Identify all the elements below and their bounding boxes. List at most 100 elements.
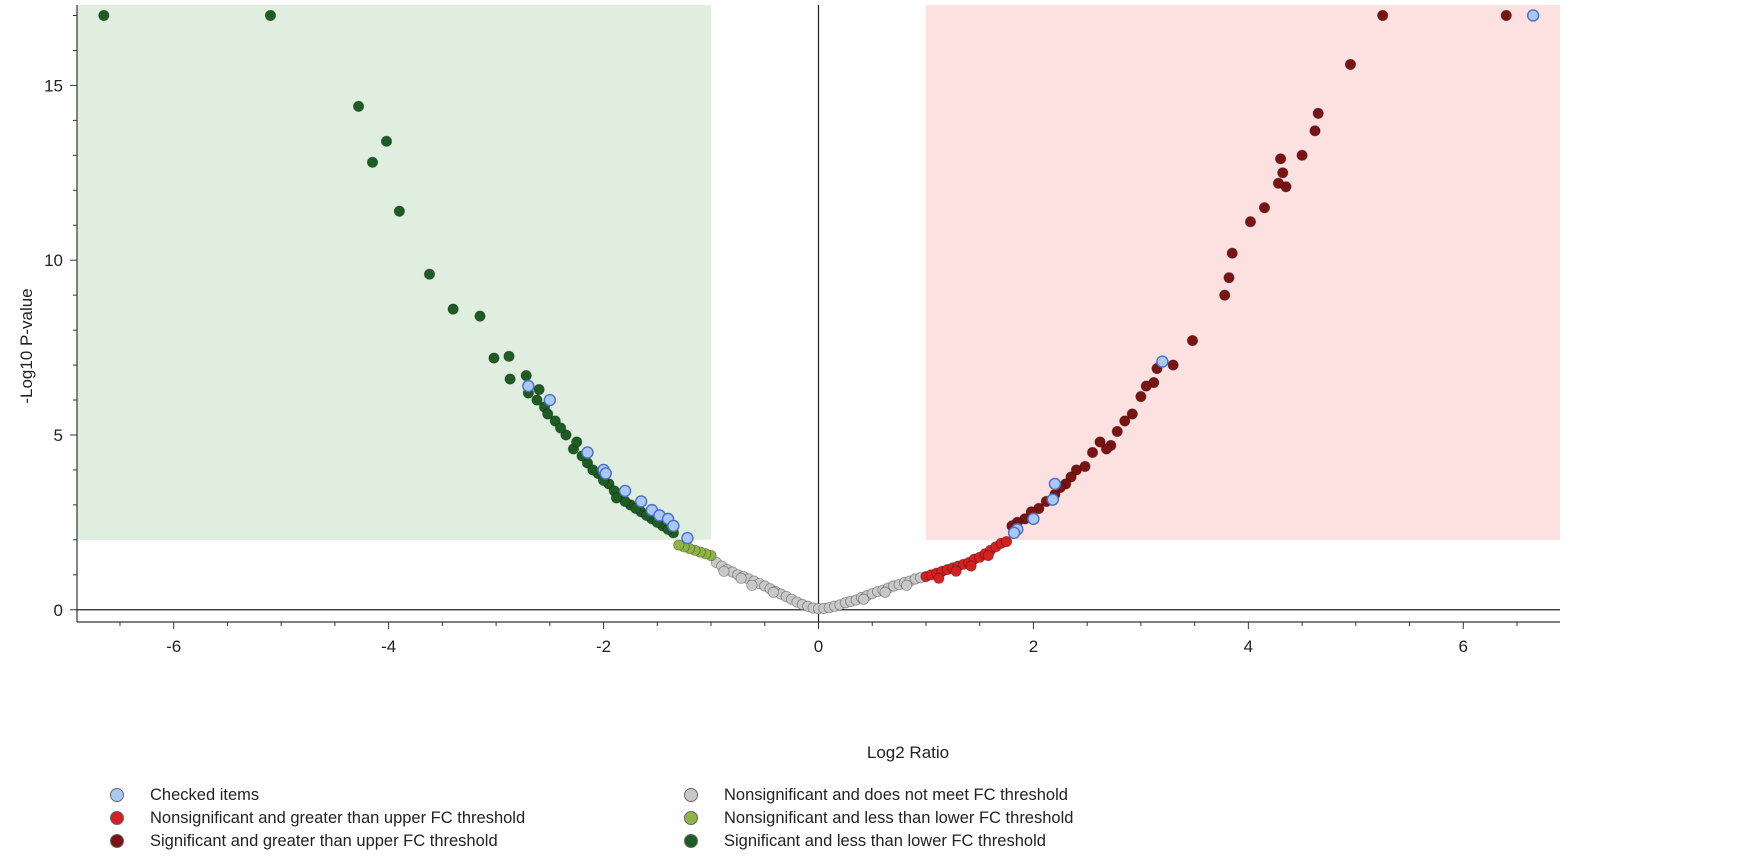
data-point-series-2 <box>380 135 393 147</box>
data-point-series-2 <box>520 369 532 382</box>
x-tick-label: 2 <box>1029 637 1038 656</box>
data-point-series-5 <box>681 531 694 545</box>
data-point-series-4 <box>1223 272 1235 284</box>
data-point-series-5 <box>1007 526 1021 540</box>
data-point-series-5 <box>1526 9 1540 22</box>
data-point-series-4 <box>1219 289 1231 301</box>
data-point-series-4 <box>1500 9 1512 22</box>
data-point-series-5 <box>522 379 535 393</box>
x-axis-label: Log2 Ratio <box>867 743 949 762</box>
data-point-series-5 <box>543 393 557 407</box>
data-point-series-2 <box>542 408 554 420</box>
legend-item-checked: Checked items <box>110 784 259 806</box>
data-point-series-4 <box>1258 202 1271 214</box>
data-point-series-0 <box>767 586 779 598</box>
x-tick-label: -6 <box>166 637 181 656</box>
legend-marker-sig-lower-icon <box>684 834 698 848</box>
data-point-series-4 <box>1277 167 1289 179</box>
x-tick-label: -4 <box>381 637 396 656</box>
data-point-series-4 <box>1086 446 1099 459</box>
data-point-series-5 <box>618 484 632 498</box>
data-point-series-4 <box>1344 58 1357 71</box>
data-point-series-5 <box>1048 477 1062 491</box>
data-point-series-5 <box>1046 493 1059 506</box>
data-point-series-2 <box>352 100 365 112</box>
x-tick-label: -2 <box>596 637 611 656</box>
legend: Checked items Nonsignificant and greater… <box>98 784 1298 854</box>
legend-item-sig-upper: Significant and greater than upper FC th… <box>110 830 498 852</box>
data-point-series-4 <box>1167 359 1179 371</box>
data-point-series-4 <box>1094 436 1106 448</box>
data-point-series-5 <box>667 519 680 533</box>
data-point-series-4 <box>1272 177 1285 189</box>
data-point-series-0 <box>746 579 758 591</box>
legend-marker-nonsig-none-icon <box>684 788 698 802</box>
data-point-series-2 <box>531 394 543 406</box>
y-tick-label: 0 <box>54 601 63 620</box>
data-point-series-2 <box>554 422 567 434</box>
x-tick-label: 4 <box>1244 637 1253 656</box>
y-axis-label: -Log10 P-value <box>17 288 36 403</box>
x-tick-label: 6 <box>1459 637 1468 656</box>
y-tick-label: 10 <box>44 251 63 270</box>
y-tick-label: 5 <box>54 426 63 445</box>
data-point-series-4 <box>1119 415 1131 427</box>
data-point-series-2 <box>393 205 405 217</box>
data-point-series-2 <box>571 436 583 448</box>
data-point-series-4 <box>1186 334 1199 347</box>
legend-label: Significant and less than lower FC thres… <box>724 831 1046 850</box>
data-point-series-4 <box>1296 149 1308 161</box>
data-point-series-5 <box>1156 355 1169 368</box>
threshold-region-0 <box>77 5 712 540</box>
data-point-series-4 <box>1274 153 1287 165</box>
legend-label: Nonsignificant and does not meet FC thre… <box>724 785 1068 804</box>
data-point-series-0 <box>901 579 913 591</box>
data-point-series-4 <box>1312 107 1324 119</box>
y-tick-label: 15 <box>44 76 63 95</box>
data-point-series-2 <box>504 373 516 385</box>
data-point-series-2 <box>587 464 599 476</box>
data-point-series-5 <box>581 446 594 459</box>
plot-area: -6 -4 -2 0 2 4 6 0 5 10 15 Log2 Ratio -Log10 P-val… <box>17 5 1560 762</box>
data-point-series-4 <box>1244 216 1257 228</box>
data-point-series-4 <box>1140 380 1152 392</box>
data-point-series-3 <box>950 565 962 577</box>
data-point-series-5 <box>599 467 612 480</box>
legend-marker-nonsig-lower-icon <box>684 811 698 825</box>
data-point-series-3 <box>1000 535 1013 548</box>
data-point-series-3 <box>982 549 994 562</box>
threshold-region-1 <box>925 5 1560 540</box>
data-point-series-4 <box>1111 425 1123 438</box>
legend-label: Checked items <box>150 785 260 804</box>
data-point-series-5 <box>634 495 648 508</box>
data-point-series-0 <box>718 565 730 577</box>
data-point-series-2 <box>474 310 486 322</box>
data-point-series-4 <box>1126 408 1138 420</box>
legend-item-nonsig-lower: Nonsignificant and less than lower FC th… <box>684 807 1073 829</box>
legend-item-sig-lower: Significant and less than lower FC thres… <box>684 830 1046 852</box>
data-point-series-0 <box>879 586 891 598</box>
legend-label: Nonsignificant and less than lower FC th… <box>724 808 1074 827</box>
data-point-series-4 <box>1309 125 1321 137</box>
data-point-series-1 <box>673 539 685 551</box>
legend-item-nonsig-none: Nonsignificant and does not meet FC thre… <box>684 784 1068 806</box>
data-point-series-2 <box>488 352 500 364</box>
legend-marker-checked-icon <box>110 788 124 802</box>
data-point-series-2 <box>503 350 515 362</box>
data-point-series-2 <box>423 268 436 280</box>
data-point-series-2 <box>610 492 623 504</box>
data-point-series-2 <box>447 303 459 315</box>
legend-label: Nonsignificant and greater than upper FC… <box>150 808 526 827</box>
data-point-series-4 <box>1135 390 1147 403</box>
data-point-series-3 <box>965 560 977 572</box>
x-tick-label: 0 <box>814 637 823 656</box>
data-point-series-2 <box>264 9 277 22</box>
data-point-series-0 <box>858 593 870 605</box>
data-point-series-4 <box>1377 9 1389 22</box>
legend-label: Significant and greater than upper FC th… <box>150 831 498 850</box>
legend-marker-nonsig-upper-icon <box>110 811 124 825</box>
data-point-series-5 <box>1027 512 1040 526</box>
legend-item-nonsig-upper: Nonsignificant and greater than upper FC… <box>110 807 525 829</box>
data-point-series-0 <box>735 572 747 584</box>
